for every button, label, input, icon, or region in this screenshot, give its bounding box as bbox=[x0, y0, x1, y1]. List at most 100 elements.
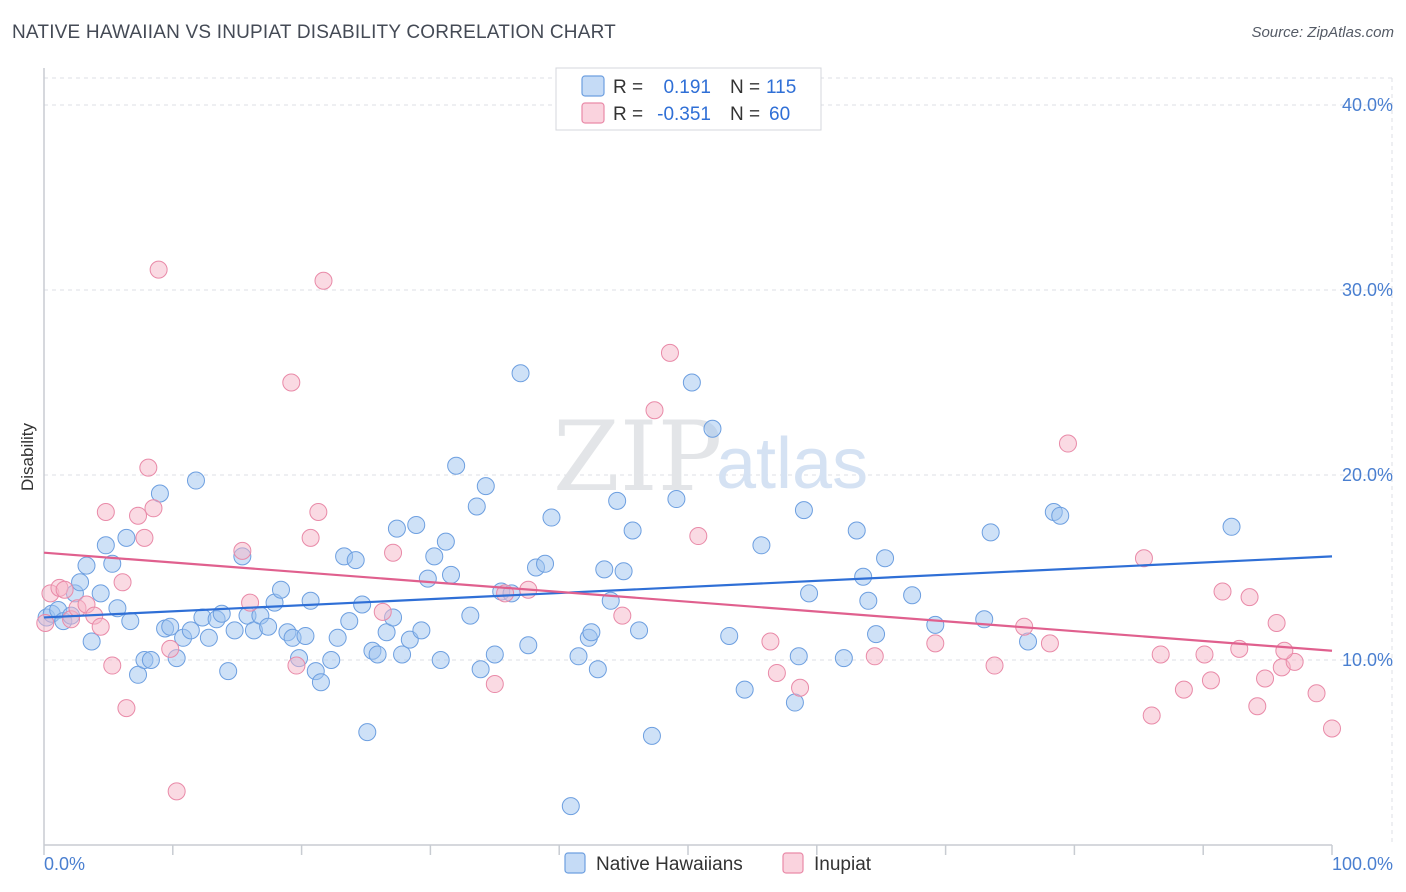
series-0-point-9[interactable] bbox=[91, 584, 110, 603]
series-1-point-49[interactable] bbox=[1195, 645, 1214, 664]
series-0-point-63[interactable] bbox=[431, 651, 450, 669]
series-1-point-3[interactable] bbox=[55, 580, 74, 599]
series-1-point-19[interactable] bbox=[167, 782, 186, 801]
series-0-point-64[interactable] bbox=[436, 532, 455, 551]
series-0-point-99[interactable] bbox=[794, 501, 813, 520]
series-1-point-10[interactable] bbox=[103, 656, 122, 675]
series-0-point-105[interactable] bbox=[867, 625, 886, 644]
series-1-point-15[interactable] bbox=[139, 458, 158, 477]
series-0-point-60[interactable] bbox=[412, 621, 431, 640]
series-0-point-82[interactable] bbox=[582, 623, 601, 642]
series-1-point-46[interactable] bbox=[1142, 706, 1161, 725]
series-1-point-45[interactable] bbox=[1134, 549, 1153, 568]
series-1-point-36[interactable] bbox=[761, 632, 780, 651]
series-1-point-0[interactable] bbox=[36, 614, 55, 632]
legend-bottom-swatch-inupiat[interactable] bbox=[782, 852, 804, 874]
series-0-point-90[interactable] bbox=[642, 726, 661, 745]
series-1-point-39[interactable] bbox=[865, 647, 884, 666]
series-1-point-50[interactable] bbox=[1201, 671, 1220, 690]
series-0-point-51[interactable] bbox=[358, 723, 377, 742]
series-1-point-53[interactable] bbox=[1240, 588, 1259, 607]
series-0-point-29[interactable] bbox=[219, 662, 238, 681]
series-0-point-10[interactable] bbox=[96, 536, 115, 555]
series-0-point-91[interactable] bbox=[667, 490, 686, 509]
series-1-point-58[interactable] bbox=[1285, 652, 1304, 671]
series-0-point-80[interactable] bbox=[569, 647, 588, 666]
series-0-point-61[interactable] bbox=[418, 569, 437, 588]
series-1-point-60[interactable] bbox=[1323, 719, 1341, 738]
series-0-point-114[interactable] bbox=[1222, 517, 1241, 536]
series-0-point-20[interactable] bbox=[161, 617, 180, 636]
series-0-point-54[interactable] bbox=[377, 623, 396, 642]
series-0-point-17[interactable] bbox=[141, 651, 160, 669]
series-0-point-24[interactable] bbox=[186, 471, 205, 490]
series-1-point-32[interactable] bbox=[613, 606, 632, 625]
series-0-point-37[interactable] bbox=[271, 580, 290, 599]
series-0-point-18[interactable] bbox=[150, 484, 169, 503]
series-0-point-106[interactable] bbox=[876, 549, 895, 568]
series-0-point-95[interactable] bbox=[735, 680, 754, 699]
series-1-point-9[interactable] bbox=[96, 503, 115, 521]
series-1-point-41[interactable] bbox=[985, 656, 1004, 675]
series-1-point-18[interactable] bbox=[161, 639, 180, 658]
series-0-point-100[interactable] bbox=[800, 584, 819, 603]
series-0-point-87[interactable] bbox=[614, 562, 633, 581]
series-0-point-77[interactable] bbox=[536, 554, 555, 573]
series-0-point-48[interactable] bbox=[340, 612, 359, 631]
series-0-point-104[interactable] bbox=[859, 591, 878, 610]
series-0-point-94[interactable] bbox=[720, 626, 739, 645]
series-0-point-98[interactable] bbox=[789, 647, 808, 666]
series-0-point-53[interactable] bbox=[368, 645, 387, 664]
series-1-point-26[interactable] bbox=[314, 271, 333, 290]
series-1-point-59[interactable] bbox=[1307, 684, 1326, 703]
legend-bottom-swatch-native-hawaiians[interactable] bbox=[564, 852, 586, 874]
series-0-point-111[interactable] bbox=[1019, 632, 1038, 651]
series-1-point-55[interactable] bbox=[1256, 669, 1275, 688]
series-1-point-24[interactable] bbox=[301, 528, 320, 547]
series-0-point-12[interactable] bbox=[108, 599, 127, 618]
series-1-point-28[interactable] bbox=[384, 543, 403, 562]
series-1-point-48[interactable] bbox=[1174, 680, 1193, 699]
series-0-point-59[interactable] bbox=[407, 515, 426, 534]
series-0-point-13[interactable] bbox=[117, 528, 136, 547]
series-1-point-11[interactable] bbox=[113, 573, 132, 592]
series-0-point-57[interactable] bbox=[393, 645, 412, 664]
series-0-point-15[interactable] bbox=[129, 665, 148, 684]
series-0-point-70[interactable] bbox=[476, 477, 495, 496]
series-1-point-43[interactable] bbox=[1040, 634, 1059, 653]
series-0-point-7[interactable] bbox=[77, 556, 96, 575]
chart-source[interactable]: Source: ZipAtlas.com bbox=[1251, 24, 1394, 41]
series-0-point-62[interactable] bbox=[425, 547, 444, 566]
series-0-point-89[interactable] bbox=[630, 621, 649, 640]
series-0-point-30[interactable] bbox=[225, 621, 244, 640]
series-1-point-20[interactable] bbox=[233, 541, 252, 560]
series-1-point-17[interactable] bbox=[149, 260, 168, 279]
series-1-point-14[interactable] bbox=[135, 528, 154, 547]
series-1-point-16[interactable] bbox=[144, 499, 163, 518]
series-1-point-56[interactable] bbox=[1267, 614, 1286, 632]
series-0-point-68[interactable] bbox=[467, 497, 486, 516]
series-1-point-8[interactable] bbox=[91, 617, 110, 636]
series-0-point-6[interactable] bbox=[71, 573, 90, 592]
series-1-point-33[interactable] bbox=[645, 401, 664, 420]
series-0-point-96[interactable] bbox=[752, 536, 771, 555]
series-0-point-49[interactable] bbox=[346, 551, 365, 570]
series-0-point-74[interactable] bbox=[511, 364, 530, 383]
series-1-point-13[interactable] bbox=[129, 506, 148, 525]
legend-bottom-label-inupiat[interactable]: Inupiat bbox=[814, 854, 872, 875]
series-1-point-12[interactable] bbox=[117, 699, 136, 718]
series-0-point-75[interactable] bbox=[519, 636, 538, 655]
series-0-point-69[interactable] bbox=[471, 660, 490, 679]
series-1-point-44[interactable] bbox=[1058, 434, 1077, 453]
series-0-point-66[interactable] bbox=[447, 456, 466, 475]
series-0-point-35[interactable] bbox=[259, 617, 278, 636]
series-1-point-22[interactable] bbox=[282, 373, 301, 392]
series-0-point-50[interactable] bbox=[353, 595, 372, 614]
series-0-point-46[interactable] bbox=[328, 628, 347, 647]
series-1-point-23[interactable] bbox=[287, 656, 306, 675]
series-1-point-34[interactable] bbox=[660, 343, 679, 362]
series-0-point-26[interactable] bbox=[199, 628, 218, 647]
series-0-point-11[interactable] bbox=[103, 554, 122, 573]
series-0-point-108[interactable] bbox=[926, 615, 945, 634]
series-1-point-47[interactable] bbox=[1151, 645, 1170, 664]
